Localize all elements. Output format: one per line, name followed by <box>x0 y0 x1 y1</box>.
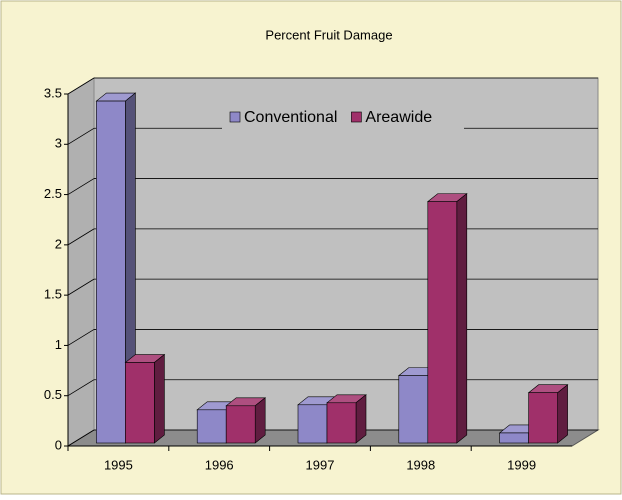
bar-side <box>456 193 468 444</box>
y-tick-label: 1.5 <box>44 287 62 302</box>
grid-line <box>67 127 95 145</box>
y-tick-label: 0.5 <box>44 387 62 402</box>
bar <box>528 392 558 444</box>
grid-line <box>67 379 95 397</box>
y-tick-label: 2.5 <box>44 186 62 201</box>
bar <box>499 432 529 444</box>
grid-line <box>67 228 95 246</box>
legend-label: Areawide <box>365 109 432 126</box>
x-tick-label: 1998 <box>406 457 435 472</box>
bar <box>225 405 256 444</box>
legend-swatch <box>229 111 241 123</box>
x-tick-label: 1997 <box>306 457 335 472</box>
legend-swatch <box>351 111 362 123</box>
bar <box>96 100 126 444</box>
y-tick-label: 2 <box>55 236 62 251</box>
grid-line <box>67 329 95 346</box>
bar <box>326 402 357 444</box>
bar-side <box>254 397 266 444</box>
bar-side <box>154 353 165 444</box>
legend-label: Conventional <box>244 109 337 126</box>
grid-line <box>67 429 95 447</box>
y-tick-label: 3 <box>55 136 62 151</box>
x-tick-label: 1996 <box>205 457 234 472</box>
bar <box>125 362 155 444</box>
side-wall <box>67 77 95 447</box>
bar-side <box>557 384 568 444</box>
bar-side <box>355 394 367 444</box>
chart-title: Percent Fruit Damage <box>265 27 392 42</box>
x-tick-label: 1995 <box>104 457 133 472</box>
grid-line <box>67 278 95 296</box>
y-tick-label: 0 <box>55 437 62 452</box>
legend-box <box>222 103 464 131</box>
x-tick-label: 1999 <box>507 457 536 472</box>
grid-line <box>67 77 95 95</box>
bar <box>297 404 328 444</box>
y-tick-label: 1 <box>55 337 62 352</box>
y-tick-label: 3.5 <box>44 85 62 100</box>
bar <box>398 375 429 444</box>
bar <box>427 201 458 444</box>
bar <box>196 409 227 444</box>
grid-line <box>67 178 95 195</box>
